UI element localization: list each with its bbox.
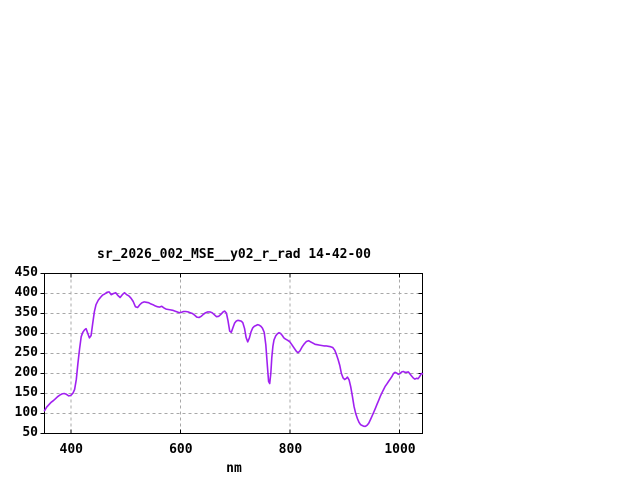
y-tick-label: 450 [14, 265, 38, 280]
y-tick-label: 200 [14, 365, 38, 380]
y-tick-label: 150 [14, 385, 38, 400]
y-tick-label: 100 [14, 405, 38, 420]
x-tick-label: 600 [169, 442, 193, 457]
y-tick-label: 300 [14, 325, 38, 340]
x-tick-label: 1000 [384, 442, 416, 457]
chart-title: sr_2026_002_MSE__y02_r_rad 14-42-00 [97, 247, 371, 262]
y-tick-label: 350 [14, 305, 38, 320]
x-tick-label: 400 [59, 442, 84, 457]
plot-area [40, 273, 424, 434]
data-line [43, 291, 424, 428]
y-tick-label: 250 [14, 345, 38, 360]
y-tick-label: 50 [22, 425, 38, 440]
x-tick-label: 800 [278, 442, 303, 457]
y-tick-label: 400 [14, 285, 38, 300]
x-axis-label: nm [226, 461, 242, 476]
